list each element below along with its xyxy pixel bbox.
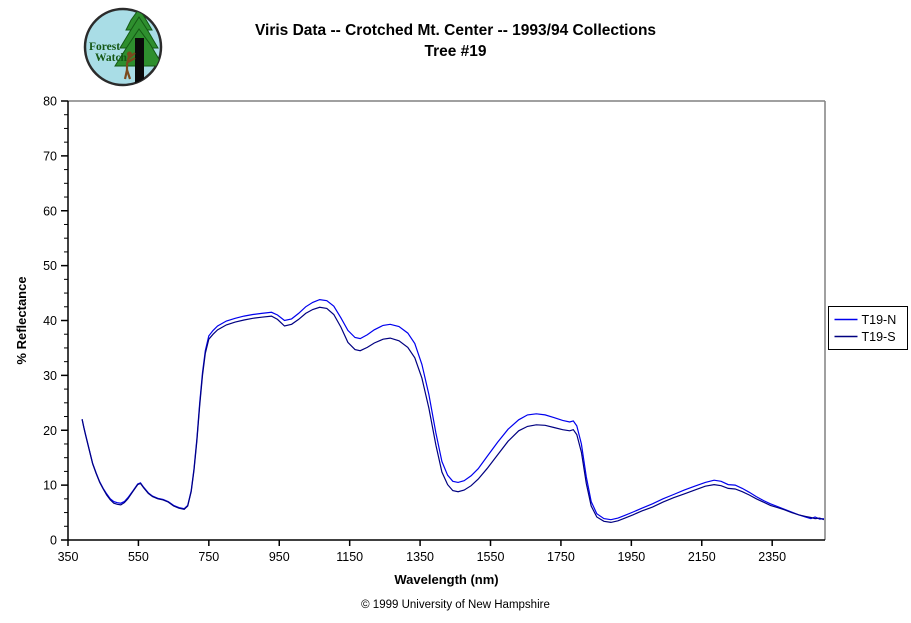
- x-tick-label: 2350: [758, 550, 786, 564]
- x-tick-label: 1550: [477, 550, 505, 564]
- legend-label-T19-S: T19-S: [862, 330, 896, 344]
- person-figure: [123, 52, 136, 80]
- x-tick-label: 350: [58, 550, 79, 564]
- x-tick-label: 950: [269, 550, 290, 564]
- logo-text-watch: Watch: [95, 52, 128, 64]
- x-tick-label: 750: [198, 550, 219, 564]
- y-tick-label: 40: [43, 314, 57, 328]
- pine-tree-icon: [114, 9, 161, 84]
- x-tick-label: 550: [128, 550, 149, 564]
- legend-label-T19-N: T19-N: [862, 313, 897, 327]
- x-tick-label: 1950: [617, 550, 645, 564]
- x-tick-label: 2150: [688, 550, 716, 564]
- y-tick-label: 30: [43, 369, 57, 383]
- y-tick-label: 50: [43, 259, 57, 273]
- y-tick-label: 20: [43, 424, 57, 438]
- series-line-T19-N: [81, 298, 824, 521]
- x-tick-label: 1350: [406, 550, 434, 564]
- chart-title: Viris Data -- Crotched Mt. Center -- 199…: [254, 22, 657, 39]
- y-tick-label: 80: [43, 95, 57, 109]
- x-tick-label: 1750: [547, 550, 575, 564]
- spectral-chart: 0 10 20 30 40 50 60 70 80 350 550 750 950 1150 1350 155…: [14, 95, 908, 587]
- y-axis-title: % Reflectance: [14, 276, 29, 364]
- chart-subtitle: Tree #19: [424, 43, 487, 60]
- logo-text-forest: Forest: [89, 41, 120, 53]
- title-block: Viris Data -- Crotched Mt. Center -- 199…: [0, 20, 911, 62]
- copyright: © 1999 University of New Hampshire: [361, 599, 550, 611]
- y-tick-label: 60: [43, 204, 57, 218]
- y-tick-label: 0: [50, 534, 57, 548]
- series-line-T19-S: [81, 306, 825, 524]
- y-tick-label: 10: [43, 479, 57, 493]
- x-tick-label: 1150: [336, 550, 363, 564]
- y-tick-label: 70: [43, 149, 57, 163]
- forest-watch-logo: Forest Watch: [83, 7, 163, 87]
- legend-box: [828, 306, 908, 350]
- x-axis-title: Wavelength (nm): [394, 572, 498, 587]
